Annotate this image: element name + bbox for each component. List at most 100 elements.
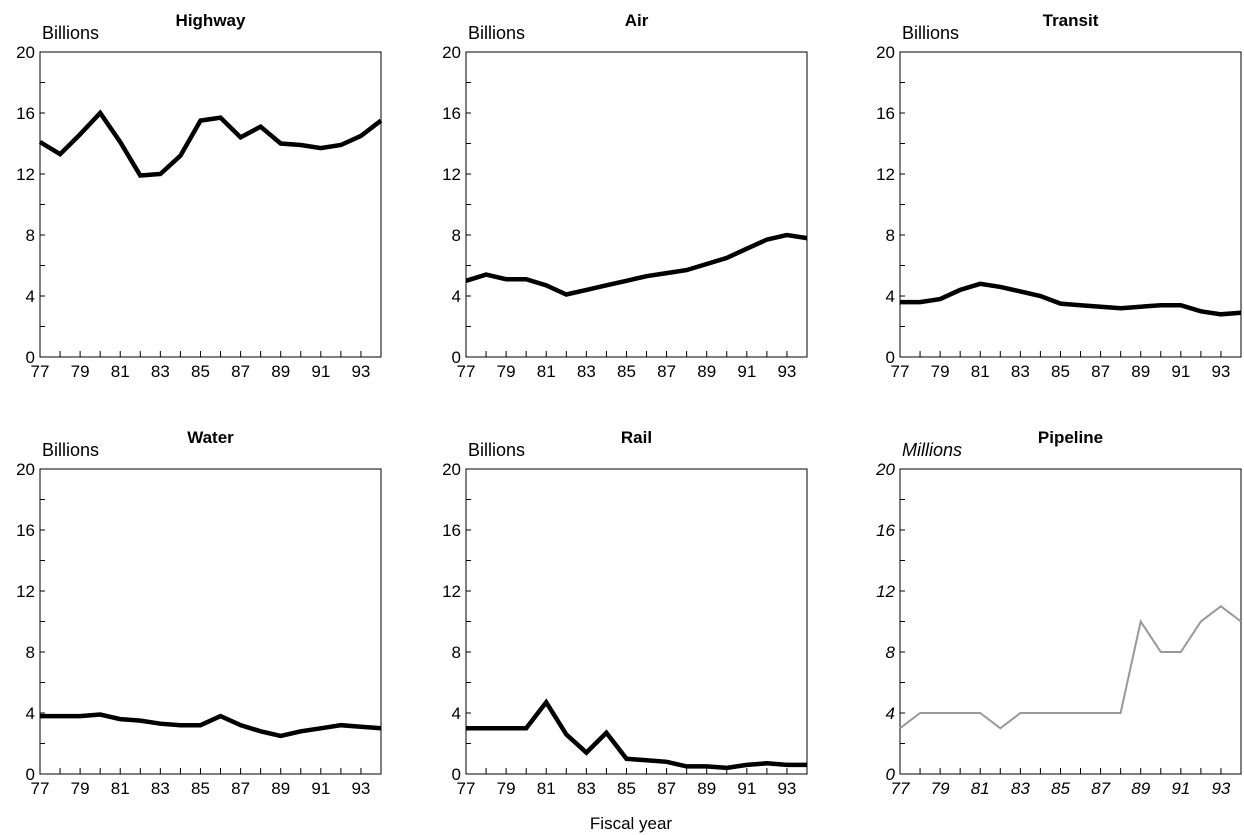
y-tick-label: 4 bbox=[886, 704, 895, 723]
x-tick-label: 91 bbox=[1171, 362, 1190, 381]
x-tick-label: 79 bbox=[497, 779, 516, 798]
y-tick-label: 20 bbox=[16, 43, 35, 62]
chart-title: Transit bbox=[1043, 11, 1099, 30]
y-tick-label: 20 bbox=[16, 460, 35, 479]
x-tick-label: 89 bbox=[697, 779, 716, 798]
y-tick-label: 4 bbox=[886, 287, 895, 306]
panel-rail: RailBillions04812162077 79 81 83 85 87 89 91 93 bbox=[442, 428, 807, 798]
y-tick-label: 20 bbox=[442, 460, 461, 479]
y-tick-label: 20 bbox=[876, 43, 895, 62]
x-tick-label: 79 bbox=[931, 362, 950, 381]
x-tick-label: 91 bbox=[1171, 779, 1190, 798]
x-tick-label: 87 bbox=[657, 362, 676, 381]
x-tick-label: 89 bbox=[271, 779, 290, 798]
y-tick-label: 4 bbox=[26, 287, 35, 306]
x-tick-label: 89 bbox=[271, 362, 290, 381]
plot-frame bbox=[466, 52, 807, 357]
x-tick-label: 77 bbox=[457, 362, 476, 381]
y-tick-label: 16 bbox=[876, 104, 895, 123]
y-tick-label: 16 bbox=[442, 521, 461, 540]
y-tick-label: 20 bbox=[442, 43, 461, 62]
chart-title: Water bbox=[187, 428, 234, 447]
y-unit-label: Billions bbox=[42, 440, 99, 460]
x-tick-label: 93 bbox=[1211, 779, 1230, 798]
x-tick-label: 81 bbox=[971, 362, 990, 381]
x-tick-label: 85 bbox=[1051, 779, 1070, 798]
x-tick-label: 83 bbox=[151, 779, 170, 798]
y-tick-label: 12 bbox=[16, 582, 35, 601]
x-tick-label: 79 bbox=[71, 779, 90, 798]
chart-title: Highway bbox=[176, 11, 246, 30]
panel-pipeline: PipelineMillions04812162077 79 81 83 85 87 89 9… bbox=[875, 428, 1241, 798]
x-tick-label: 85 bbox=[1051, 362, 1070, 381]
series-line bbox=[466, 235, 807, 295]
x-tick-label: 81 bbox=[537, 362, 556, 381]
y-unit-label: Millions bbox=[902, 440, 962, 460]
y-tick-label: 8 bbox=[26, 226, 35, 245]
x-tick-label: 79 bbox=[71, 362, 90, 381]
x-tick-label: 89 bbox=[1131, 362, 1150, 381]
x-tick-label: 85 bbox=[191, 362, 210, 381]
x-tick-label: 77 bbox=[457, 779, 476, 798]
y-tick-label: 12 bbox=[442, 165, 461, 184]
x-tick-label: 91 bbox=[311, 362, 330, 381]
y-tick-label: 8 bbox=[452, 226, 461, 245]
x-tick-label: 83 bbox=[1011, 779, 1030, 798]
plot-frame bbox=[900, 469, 1241, 774]
y-tick-label: 8 bbox=[26, 643, 35, 662]
x-tick-label: 87 bbox=[1091, 362, 1110, 381]
chart-title: Air bbox=[625, 11, 649, 30]
x-tick-label: 81 bbox=[537, 779, 556, 798]
y-tick-label: 8 bbox=[886, 226, 895, 245]
chart-title: Pipeline bbox=[1038, 428, 1103, 447]
x-tick-label: 81 bbox=[111, 362, 130, 381]
panel-water: Water Billions 0 4 8 12 16 20 77 79 81 83 85 87 89 91 93 bbox=[16, 428, 381, 798]
panel-air: Air Billions 0 4 8 12 16 20 77 79 81 83 85 87 89 91 93 bbox=[442, 11, 807, 381]
plot-frame bbox=[40, 52, 381, 357]
x-axis-label: Fiscal year bbox=[590, 814, 673, 833]
x-tick-label: 83 bbox=[577, 779, 596, 798]
x-tick-label: 91 bbox=[737, 362, 756, 381]
x-tick-label: 87 bbox=[1091, 779, 1110, 798]
y-tick-label: 12 bbox=[876, 582, 895, 601]
chart-title: Rail bbox=[621, 428, 652, 447]
x-tick-label: 87 bbox=[657, 779, 676, 798]
x-tick-label: 89 bbox=[697, 362, 716, 381]
x-tick-label: 81 bbox=[111, 779, 130, 798]
x-tick-label: 85 bbox=[191, 779, 210, 798]
x-tick-label: 93 bbox=[777, 362, 796, 381]
series-line bbox=[900, 284, 1241, 315]
y-tick-label: 20 bbox=[875, 460, 895, 479]
x-tick-label: 85 bbox=[617, 779, 636, 798]
panel-highway: Highway Billions 0 4 8 12 16 20 77 79 81 83 85 87 89 91… bbox=[16, 11, 381, 381]
x-tick-label: 77 bbox=[891, 779, 910, 798]
y-tick-label: 16 bbox=[16, 104, 35, 123]
plot-frame bbox=[900, 52, 1241, 357]
y-unit-label: Billions bbox=[468, 440, 525, 460]
y-tick-label: 12 bbox=[16, 165, 35, 184]
y-tick-label: 16 bbox=[442, 104, 461, 123]
x-tick-label: 93 bbox=[351, 362, 370, 381]
x-tick-label: 91 bbox=[737, 779, 756, 798]
y-unit-label: Billions bbox=[42, 23, 99, 43]
y-tick-label: 4 bbox=[452, 287, 461, 306]
x-tick-label: 93 bbox=[351, 779, 370, 798]
x-tick-label: 91 bbox=[311, 779, 330, 798]
y-unit-label: Billions bbox=[468, 23, 525, 43]
y-unit-label: Billions bbox=[902, 23, 959, 43]
x-tick-label: 79 bbox=[497, 362, 516, 381]
panel-transit: Transit Billions 0 4 8 12 16 20 77 79 81 83 85 87 89 91… bbox=[876, 11, 1241, 381]
x-tick-label: 77 bbox=[891, 362, 910, 381]
series-line bbox=[40, 715, 381, 736]
y-tick-label: 12 bbox=[876, 165, 895, 184]
x-tick-label: 83 bbox=[577, 362, 596, 381]
y-tick-label: 12 bbox=[442, 582, 461, 601]
x-tick-label: 85 bbox=[617, 362, 636, 381]
x-tick-label: 79 bbox=[931, 779, 950, 798]
y-tick-label: 4 bbox=[26, 704, 35, 723]
x-tick-label: 83 bbox=[151, 362, 170, 381]
y-tick-label: 16 bbox=[16, 521, 35, 540]
x-tick-label: 77 bbox=[31, 779, 50, 798]
x-tick-label: 89 bbox=[1131, 779, 1150, 798]
